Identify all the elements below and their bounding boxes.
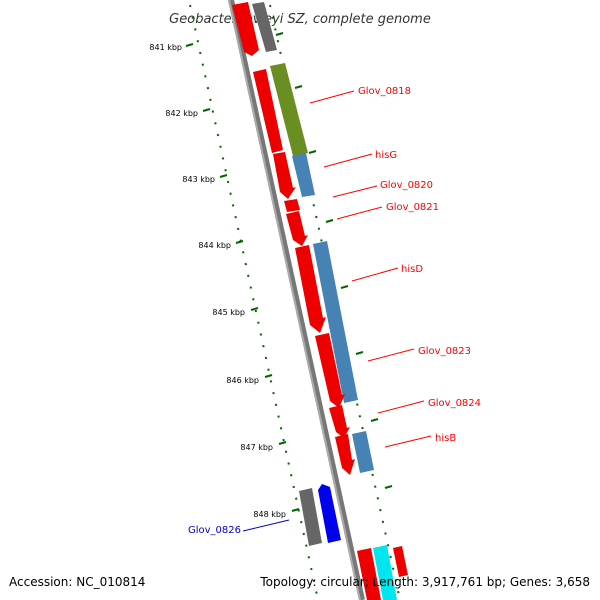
genome-backbone-highlight xyxy=(228,0,361,600)
gene-arrow-bottom-red[interactable] xyxy=(357,548,381,600)
gene-arrow-hisd[interactable] xyxy=(295,245,326,333)
tick-844: 844 kbp xyxy=(198,240,244,250)
label-text-glov-0824: Glov_0824 xyxy=(428,398,481,409)
topology-text: Topology: circular; Length: 3,917,761 bp… xyxy=(259,575,590,589)
tick-label-844: 844 kbp xyxy=(198,241,231,250)
gene-arrow-top-red[interactable] xyxy=(232,2,259,56)
gene-arrow-glov-0824[interactable] xyxy=(329,405,350,438)
gene-arrow-glov-0826[interactable] xyxy=(318,484,341,543)
gene-labels: Glov_0818 hisG Glov_0820 Glov_0821 hisD … xyxy=(188,86,481,536)
tick-847: 847 kbp xyxy=(240,441,287,452)
gene-arrow-glov-0818[interactable] xyxy=(270,63,308,156)
tick-label-842: 842 kbp xyxy=(165,109,198,118)
label-hisd[interactable]: hisD xyxy=(351,264,423,282)
gene-arrow-1[interactable] xyxy=(253,69,283,153)
tick-841: 841 kbp xyxy=(149,43,194,52)
gene-arrow-top-grey[interactable] xyxy=(252,2,277,52)
label-text-hisg: hisG xyxy=(375,150,397,161)
label-glov-0826[interactable]: Glov_0826 xyxy=(188,519,290,536)
label-text-hisd: hisD xyxy=(401,264,423,275)
right-track-ticks xyxy=(275,32,393,489)
label-text-glov-0823: Glov_0823 xyxy=(418,346,471,357)
tick-label-841: 841 kbp xyxy=(149,43,182,52)
label-text-glov-0818: Glov_0818 xyxy=(358,86,411,97)
label-text-glov-0820: Glov_0820 xyxy=(380,180,433,191)
label-hisb[interactable]: hisB xyxy=(384,433,456,448)
label-glov-0820[interactable]: Glov_0820 xyxy=(332,180,433,198)
gene-arrow-grey-lower[interactable] xyxy=(299,488,322,546)
gene-features xyxy=(232,2,408,600)
gene-arrow-hisb-blue[interactable] xyxy=(352,431,374,473)
label-text-glov-0821: Glov_0821 xyxy=(386,202,439,213)
tick-842: 842 kbp xyxy=(165,108,211,118)
label-hisg[interactable]: hisG xyxy=(323,150,397,168)
tick-845: 845 kbp xyxy=(212,307,259,317)
label-glov-0821[interactable]: Glov_0821 xyxy=(336,202,439,220)
tick-label-846: 846 kbp xyxy=(226,376,259,385)
gene-arrow-glov-0821[interactable] xyxy=(286,211,308,246)
gene-arrow-bottom-cyan[interactable] xyxy=(373,545,397,600)
label-glov-0823[interactable]: Glov_0823 xyxy=(367,346,471,362)
label-glov-0818[interactable]: Glov_0818 xyxy=(309,86,411,104)
tick-label-847: 847 kbp xyxy=(240,443,273,452)
gene-arrow-blue-long[interactable] xyxy=(313,241,358,403)
label-text-hisb: hisB xyxy=(435,433,456,444)
gene-arrow-glov-0823[interactable] xyxy=(315,333,345,408)
kbp-ticks: 841 kbp 842 kbp 843 kbp 844 kbp 845 kbp … xyxy=(149,43,300,519)
gene-arrow-hisb[interactable] xyxy=(335,434,355,475)
label-glov-0824[interactable]: Glov_0824 xyxy=(377,398,481,414)
tick-848: 848 kbp xyxy=(253,508,300,519)
tick-843: 843 kbp xyxy=(182,174,228,184)
gene-arrow-bottom-red-2[interactable] xyxy=(393,546,408,577)
genome-backbone xyxy=(228,0,365,600)
label-text-glov-0826: Glov_0826 xyxy=(188,525,241,536)
tick-label-843: 843 kbp xyxy=(182,175,215,184)
gene-arrow-glov-0820[interactable] xyxy=(284,199,300,212)
tick-846: 846 kbp xyxy=(226,374,273,385)
map-title: Geobacter lovleyi SZ, complete genome xyxy=(169,12,431,27)
tick-label-848: 848 kbp xyxy=(253,510,286,519)
accession-text: Accession: NC_010814 xyxy=(9,575,145,589)
gene-arrow-2[interactable] xyxy=(273,152,296,199)
tick-label-845: 845 kbp xyxy=(212,308,245,317)
gene-arrow-hisg[interactable] xyxy=(292,153,315,197)
